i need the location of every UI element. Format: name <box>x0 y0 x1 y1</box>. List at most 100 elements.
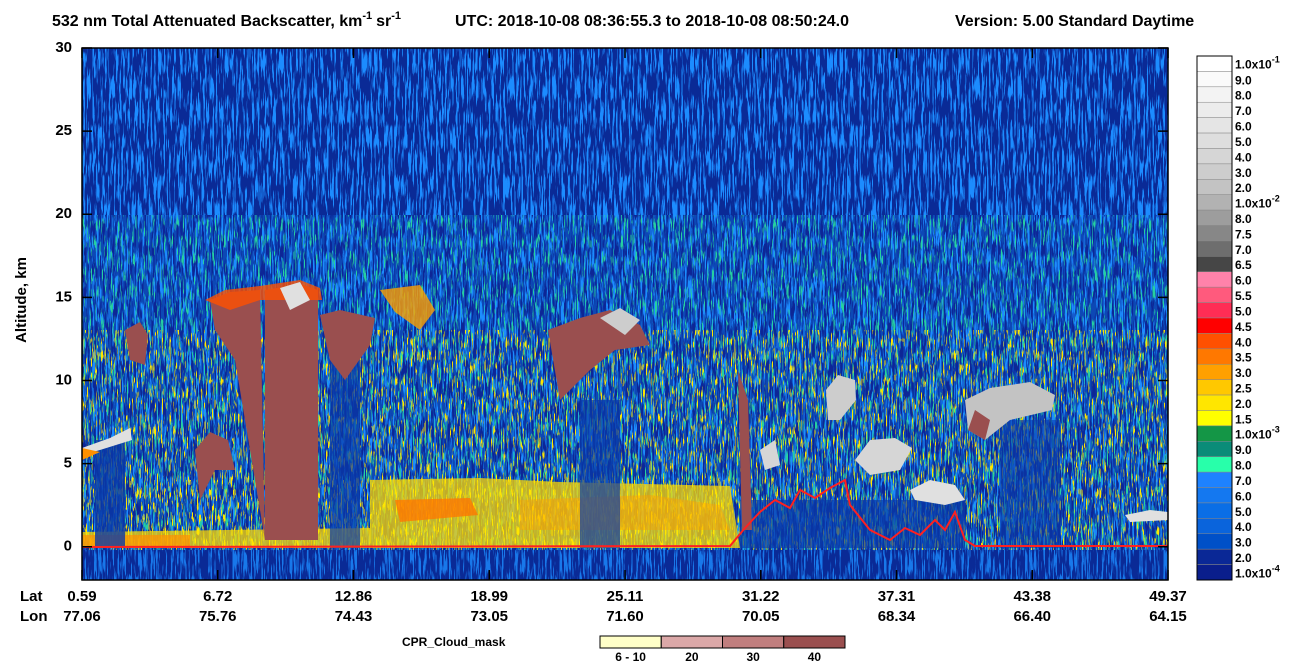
colorbar-label: 5.0 <box>1235 135 1252 149</box>
colorbar-label-exp: -2 <box>1272 194 1280 204</box>
cloud-mask-swatch <box>660 635 723 649</box>
title-sup: -1 <box>362 10 372 22</box>
colorbar-band <box>1196 502 1233 519</box>
colorbar-band <box>1196 55 1233 72</box>
colorbar-label: 3.0 <box>1235 366 1252 380</box>
x-tick-label: 18.99 <box>470 588 508 605</box>
x-tick-label: 75.76 <box>199 608 237 625</box>
y-tick-label: 20 <box>55 205 72 222</box>
colorbar-band <box>1196 256 1233 273</box>
colorbar-label: 1.0x10-4 <box>1235 564 1280 581</box>
colorbar-label: 1.5 <box>1235 412 1252 426</box>
title-utc: UTC: 2018-10-08 08:36:55.3 to 2018-10-08… <box>455 13 849 30</box>
cloud-mask-swatch <box>722 635 785 649</box>
colorbar-band <box>1196 71 1233 88</box>
x-tick-label: 12.86 <box>335 588 373 605</box>
y-tick-label: 25 <box>55 122 72 139</box>
y-tick-label: 10 <box>55 371 72 388</box>
y-tick-label: 30 <box>55 39 72 56</box>
x-row-name: Lat <box>20 588 43 605</box>
colorbar-label: 6.0 <box>1235 274 1252 288</box>
x-tick-label: 37.31 <box>878 588 916 605</box>
x-tick-label: 6.72 <box>203 588 232 605</box>
x-tick-label: 0.59 <box>67 588 96 605</box>
colorbar-band <box>1196 194 1233 211</box>
title-sup: -1 <box>391 10 401 22</box>
colorbar-label: 2.0 <box>1235 181 1252 195</box>
colorbar-label: 3.0 <box>1235 166 1252 180</box>
colorbar-label: 5.0 <box>1235 505 1252 519</box>
curtain-image <box>82 48 1168 580</box>
x-tick-label: 74.43 <box>335 608 373 625</box>
colorbar-label: 7.0 <box>1235 474 1252 488</box>
chart-title: 532 nm Total Attenuated Backscatter, km-… <box>52 10 401 30</box>
x-tick-label: 25.11 <box>607 588 644 605</box>
x-tick-label: 66.40 <box>1013 608 1051 625</box>
colorbar-band <box>1196 410 1233 427</box>
x-tick-label: 77.06 <box>63 608 101 625</box>
colorbar-label: 4.0 <box>1235 520 1252 534</box>
cloud-mask-swatch <box>599 635 662 649</box>
colorbar-band <box>1196 456 1233 473</box>
colorbar-label: 2.0 <box>1235 397 1252 411</box>
colorbar-label-exp: -1 <box>1272 55 1280 65</box>
colorbar-label: 9.0 <box>1235 443 1252 457</box>
x-tick-label: 68.34 <box>878 608 916 625</box>
colorbar-label: 5.5 <box>1235 289 1252 303</box>
cloud-mask-label: 6 - 10 <box>615 650 646 664</box>
colorbar-label: 2.5 <box>1235 382 1252 396</box>
title-text: 532 nm Total Attenuated Backscatter, km <box>52 13 362 30</box>
colorbar-label-base: 1.0x10 <box>1235 566 1272 580</box>
colorbar-band <box>1196 564 1233 581</box>
colorbar-band <box>1196 117 1233 134</box>
colorbar-label: 8.0 <box>1235 89 1252 103</box>
colorbar-band <box>1196 441 1233 457</box>
colorbar-label: 7.5 <box>1235 227 1252 241</box>
colorbar-label: 9.0 <box>1235 73 1252 87</box>
colorbar-label-exp: -4 <box>1272 564 1280 574</box>
colorbar-label-base: 1.0x10 <box>1235 197 1272 211</box>
colorbar-band <box>1196 163 1233 180</box>
y-tick-label: 0 <box>64 538 72 555</box>
colorbar-band <box>1196 132 1233 149</box>
colorbar-label: 4.0 <box>1235 335 1252 349</box>
colorbar-label: 1.0x10-3 <box>1235 425 1280 442</box>
colorbar-band <box>1196 286 1233 303</box>
colorbar-band <box>1196 425 1233 442</box>
colorbar-label: 2.0 <box>1235 551 1252 565</box>
colorbar-band <box>1196 394 1233 411</box>
cloud-mask-swatch <box>783 635 846 649</box>
colorbar-band <box>1196 225 1233 242</box>
title-unit: sr <box>376 13 391 30</box>
colorbar-band <box>1196 487 1233 504</box>
colorbar-band <box>1196 363 1233 380</box>
title-version: Version: 5.00 Standard Daytime <box>955 13 1194 30</box>
colorbar-label: 5.0 <box>1235 304 1252 318</box>
colorbar-label-exp: -3 <box>1272 425 1280 435</box>
colorbar-label: 4.0 <box>1235 150 1252 164</box>
colorbar-label: 1.0x10-1 <box>1235 55 1280 72</box>
colorbar-label: 8.0 <box>1235 459 1252 473</box>
cloud-mask-label: 20 <box>685 650 699 664</box>
y-tick-label: 15 <box>55 288 72 305</box>
colorbar-label-base: 1.0x10 <box>1235 58 1272 72</box>
colorbar-band <box>1196 379 1233 396</box>
colorbar-label: 8.0 <box>1235 212 1252 226</box>
colorbar-band <box>1196 533 1233 550</box>
colorbar-band <box>1196 101 1233 118</box>
colorbar-label: 4.5 <box>1235 320 1252 334</box>
cloud-mask-title: CPR_Cloud_mask <box>402 635 506 649</box>
colorbar-frame <box>1196 55 1233 581</box>
x-tick-label: 64.15 <box>1149 608 1187 625</box>
colorbar-label: 6.0 <box>1235 120 1252 134</box>
colorbar-label: 7.0 <box>1235 243 1252 257</box>
y-axis-label: Altitude, km <box>13 257 30 343</box>
colorbar-band <box>1196 333 1233 350</box>
x-tick-label: 73.05 <box>470 608 508 625</box>
x-tick-label: 49.37 <box>1149 588 1187 605</box>
colorbar-band <box>1196 86 1233 103</box>
cloud-mask-label: 40 <box>808 650 822 664</box>
colorbar-band <box>1196 240 1233 257</box>
colorbar-label: 7.0 <box>1235 104 1252 118</box>
